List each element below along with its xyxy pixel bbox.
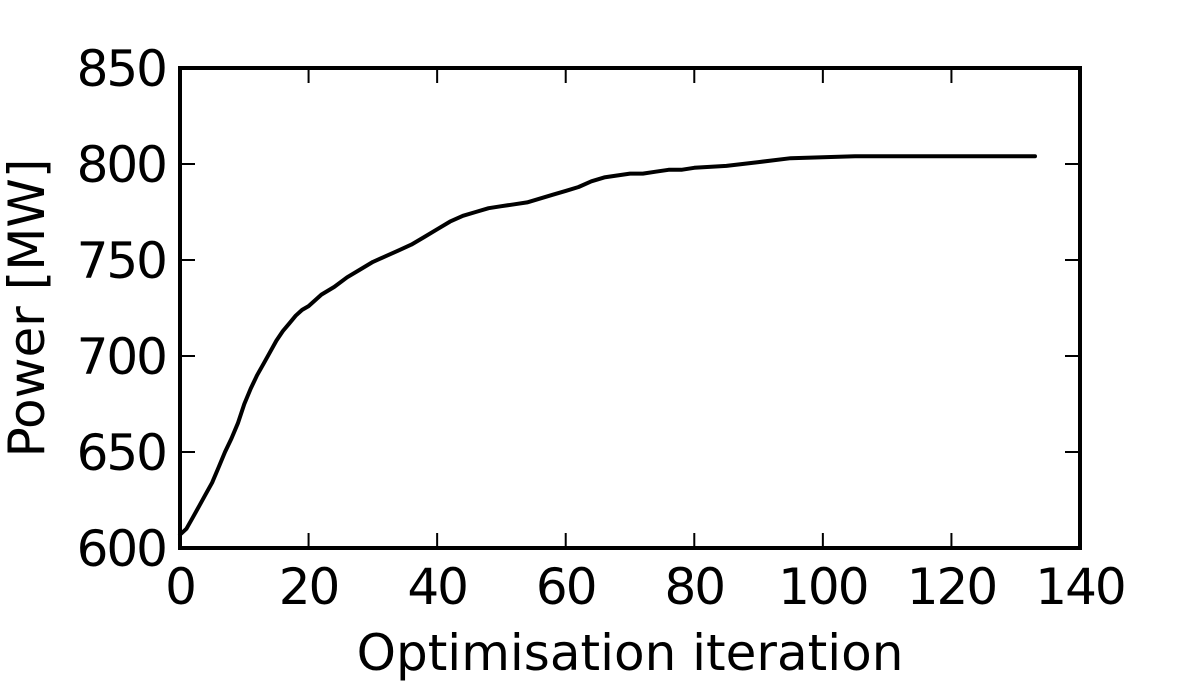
axis-tick-labels: 0 20 40 60 80 100 120 140 600 650 700 750 800 850 <box>77 40 1127 616</box>
y-tick-label: 700 <box>77 328 166 386</box>
y-tick-label: 800 <box>77 136 166 194</box>
x-tick-label: 120 <box>907 558 996 616</box>
x-tick-label: 20 <box>279 558 339 616</box>
x-tick-label: 80 <box>664 558 724 616</box>
x-tick-label: 60 <box>536 558 596 616</box>
x-axis-label: Optimisation iteration <box>357 624 904 682</box>
series-line <box>178 154 1037 537</box>
series-lines <box>178 154 1037 537</box>
y-tick-label: 750 <box>77 232 166 290</box>
x-tick-label: 100 <box>778 558 867 616</box>
x-tick-label: 0 <box>165 558 195 616</box>
y-tick-label: 850 <box>77 40 166 98</box>
x-tick-label: 140 <box>1035 558 1124 616</box>
plot-frame <box>178 66 1082 550</box>
y-tick-label: 600 <box>77 520 166 578</box>
y-axis-label: Power [MW] <box>0 159 56 458</box>
y-tick-label: 650 <box>77 424 166 482</box>
x-tick-label: 40 <box>407 558 467 616</box>
